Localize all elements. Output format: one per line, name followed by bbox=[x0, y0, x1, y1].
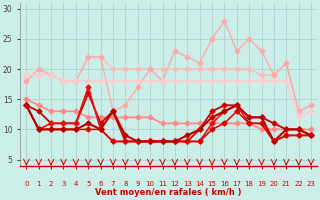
X-axis label: Vent moyen/en rafales ( km/h ): Vent moyen/en rafales ( km/h ) bbox=[95, 188, 242, 197]
